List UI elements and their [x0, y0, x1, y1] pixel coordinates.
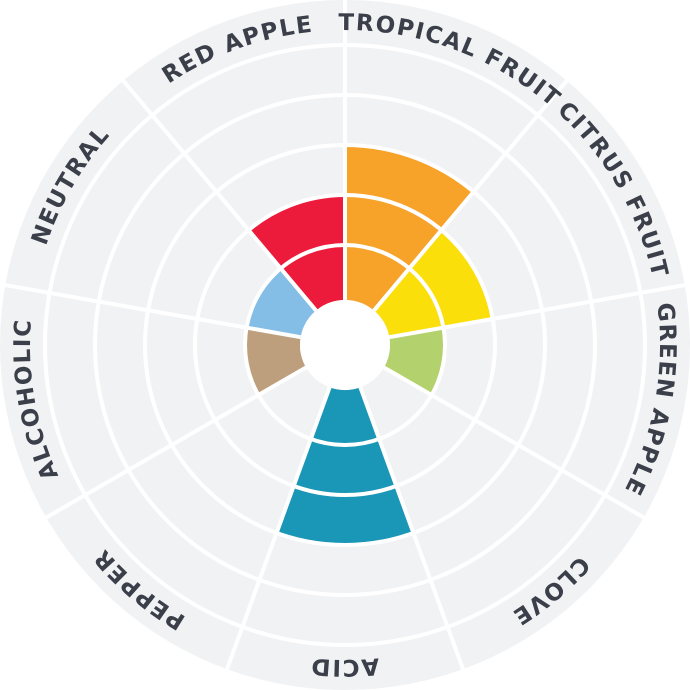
grid-spoke	[121, 79, 318, 312]
grid-spoke	[225, 386, 332, 670]
bar-segment-citrus-fruit-2	[409, 230, 493, 328]
grid-spoke	[388, 283, 686, 340]
category-label: ACID	[309, 652, 380, 680]
bar-segment-tropical-fruit-2	[345, 195, 442, 269]
bar-segment-neutral-1	[246, 268, 317, 338]
grid-spoke	[382, 365, 645, 520]
bars	[245, 145, 493, 546]
grid-spoke	[372, 79, 569, 312]
bar-segment-citrus-fruit-1	[373, 268, 444, 338]
bar-segment-acid-2	[293, 438, 397, 495]
bar-segment-acid-1	[310, 387, 380, 445]
bar-segment-acid-3	[276, 485, 414, 546]
center-hole	[300, 300, 390, 390]
grid-spoke	[4, 283, 302, 340]
bar-segment-red-apple-1	[280, 245, 345, 311]
bar-segment-tropical-fruit-1	[345, 245, 410, 311]
grid-spoke	[45, 365, 308, 520]
bar-segment-alcoholic-1	[245, 327, 307, 395]
bar-segment-green-apple-1	[383, 327, 445, 395]
bar-segment-red-apple-2	[248, 195, 345, 269]
bar-segment-tropical-fruit-3	[345, 145, 474, 231]
grid	[4, 0, 686, 670]
grid-spoke	[358, 386, 465, 670]
